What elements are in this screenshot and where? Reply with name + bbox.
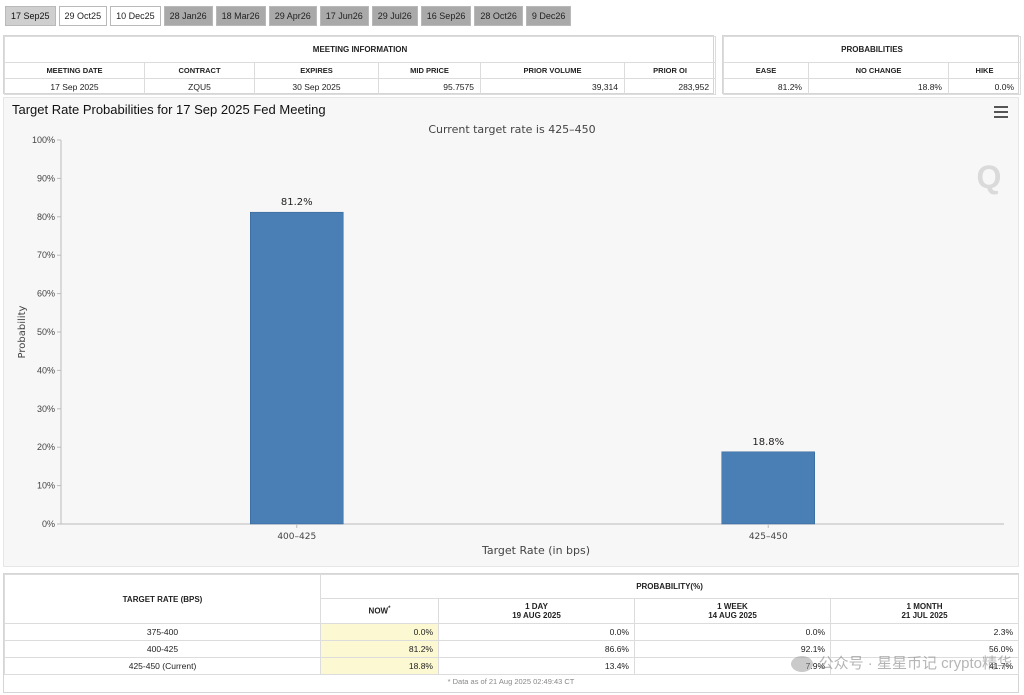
- probability-cell: 0.0%: [438, 623, 635, 641]
- meeting-information-heading: MEETING INFORMATION: [3, 36, 717, 63]
- tab-17-sep25[interactable]: 17 Sep25: [5, 6, 56, 26]
- probability-cell: 13.4%: [438, 657, 635, 675]
- probability-group-header: PROBABILITY(%): [319, 574, 1020, 599]
- y-tick-label: 20%: [37, 442, 55, 452]
- probability-history-table: TARGET RATE (BPS) PROBABILITY(%) NOW* 1 …: [4, 574, 1020, 675]
- col-1-month: 1 MONTH 21 JUL 2025: [829, 598, 1020, 624]
- probability-cell: 86.6%: [438, 640, 635, 658]
- col-mid-price: MID PRICE: [378, 62, 481, 79]
- probability-cell: 2.3%: [829, 623, 1020, 641]
- y-tick-label: 0%: [42, 519, 55, 529]
- chart-container: 0% 10% 20% 30% 40% 50% 60% 70% 80% 90% 100% 81.2% 40…: [3, 97, 1019, 567]
- mid-price-value: 95.7575: [378, 78, 481, 95]
- bar-value-label: 18.8%: [752, 437, 784, 448]
- y-tick-label: 100%: [32, 135, 55, 145]
- x-tick-label: 400–425: [277, 532, 316, 542]
- tab-28-jan26[interactable]: 28 Jan26: [163, 6, 213, 26]
- probability-cell: 18.8%: [320, 657, 439, 675]
- tab-29-apr26[interactable]: 29 Apr26: [268, 6, 317, 26]
- hike-value: 0.0%: [947, 78, 1022, 95]
- tab-10-dec25[interactable]: 10 Dec25: [110, 6, 161, 26]
- data-timestamp-note: * Data as of 21 Aug 2025 02:49:43 CT: [447, 677, 575, 686]
- bar-425–450: [721, 451, 815, 525]
- col-contract: CONTRACT: [144, 62, 255, 79]
- col-hike: HIKE: [947, 62, 1022, 79]
- y-tick-label: 90%: [37, 173, 55, 183]
- tab-29-oct25[interactable]: 29 Oct25: [58, 6, 108, 26]
- contract-value: ZQU5: [144, 78, 255, 95]
- expires-value: 30 Sep 2025: [254, 78, 379, 95]
- y-tick-label: 10%: [37, 481, 55, 491]
- table-row: 375-400 0.0% 0.0% 0.0% 2.3%: [4, 623, 1020, 641]
- meeting-tabs: 17 Sep25 29 Oct25 10 Dec25 28 Jan26 18 Mar26…: [5, 6, 572, 28]
- y-tick-label: 50%: [37, 327, 55, 337]
- tab-28-oct26[interactable]: 28 Oct26: [474, 6, 523, 26]
- meeting-date-value: 17 Sep 2025: [4, 78, 145, 95]
- col-no-change: NO CHANGE: [808, 62, 949, 79]
- tab-16-sep26[interactable]: 16 Sep26: [420, 6, 472, 26]
- probabilities-table: PROBABILITIES EASE NO CHANGE HIKE 81.2% …: [722, 36, 1022, 95]
- y-tick-label: 70%: [37, 250, 55, 260]
- table-row: 425-450 (Current) 18.8% 13.4% 7.9% 41.7%: [4, 657, 1020, 675]
- y-tick-label: 60%: [37, 289, 55, 299]
- probability-cell: 0.0%: [634, 623, 831, 641]
- x-axis-label: Target Rate (in bps): [481, 544, 590, 557]
- col-meeting-date: MEETING DATE: [4, 62, 145, 79]
- col-1-week: 1 WEEK 14 AUG 2025: [634, 598, 831, 624]
- bar-value-label: 81.2%: [281, 197, 313, 208]
- chart-menu-icon[interactable]: [994, 106, 1008, 118]
- meeting-information-table: MEETING INFORMATION MEETING DATE CONTRAC…: [3, 36, 717, 95]
- target-rate-cell: 400-425: [4, 640, 321, 658]
- watermark: 公众号 · 星星币记 crypto精华: [790, 652, 1012, 673]
- prior-volume-value: 39,314: [480, 78, 625, 95]
- bar-400–425: [250, 211, 344, 525]
- tab-18-mar26[interactable]: 18 Mar26: [215, 6, 266, 26]
- col-ease: EASE: [723, 62, 809, 79]
- tab-9-dec26[interactable]: 9 Dec26: [525, 6, 572, 26]
- y-tick-label: 30%: [37, 404, 55, 414]
- chart-subtitle: Current target rate is 425–450: [428, 123, 595, 136]
- col-1-day: 1 DAY 19 AUG 2025: [438, 598, 635, 624]
- prior-oi-value: 283,952: [623, 78, 717, 95]
- target-rate-header: TARGET RATE (BPS): [4, 574, 321, 624]
- bar-chart: 0% 10% 20% 30% 40% 50% 60% 70% 80% 90% 100% 81.2% 40…: [17, 123, 1004, 557]
- y-axis-label: Probability: [17, 305, 28, 358]
- target-rate-cell: 425-450 (Current): [4, 657, 321, 675]
- table-row: 400-425 81.2% 86.6% 92.1% 56.0%: [4, 640, 1020, 658]
- probability-history-panel: TARGET RATE (BPS) PROBABILITY(%) NOW* 1 …: [3, 573, 1020, 693]
- wechat-icon: [790, 656, 813, 673]
- col-now: NOW*: [320, 598, 439, 624]
- logo-icon: Q: [977, 159, 1002, 195]
- x-tick-label: 425–450: [749, 532, 788, 542]
- col-prior-volume: PRIOR VOLUME: [480, 62, 625, 79]
- col-prior-oi: PRIOR OI: [623, 62, 717, 79]
- target-rate-cell: 375-400: [4, 623, 321, 641]
- tab-17-jun26[interactable]: 17 Jun26: [319, 6, 369, 26]
- col-expires: EXPIRES: [254, 62, 379, 79]
- probabilities-heading: PROBABILITIES: [722, 36, 1022, 63]
- y-tick-label: 40%: [37, 365, 55, 375]
- probability-cell: 0.0%: [320, 623, 439, 641]
- chart-title: Target Rate Probabilities for 17 Sep 202…: [12, 102, 326, 117]
- tab-29-jul26[interactable]: 29 Jul26: [371, 6, 418, 26]
- ease-value: 81.2%: [723, 78, 809, 95]
- no-change-value: 18.8%: [808, 78, 949, 95]
- probability-cell: 41.7%: [829, 657, 1020, 675]
- probability-cell: 81.2%: [320, 640, 439, 658]
- probabilities-panel: PROBABILITIES EASE NO CHANGE HIKE 81.2% …: [722, 35, 1022, 95]
- y-tick-label: 80%: [37, 212, 55, 222]
- meeting-information-panel: MEETING INFORMATION MEETING DATE CONTRAC…: [3, 35, 717, 95]
